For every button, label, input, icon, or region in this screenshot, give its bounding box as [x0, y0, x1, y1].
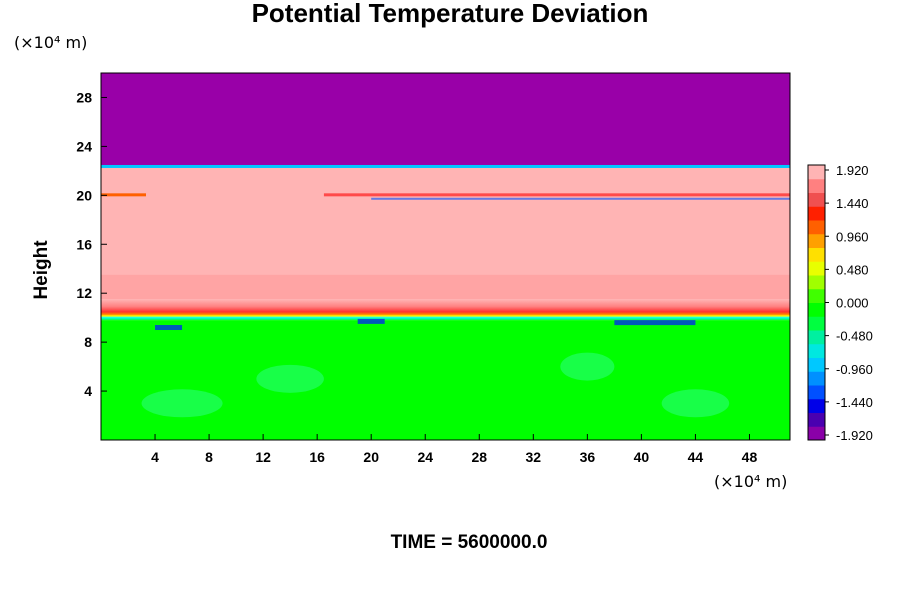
colorbar-swatch [808, 357, 825, 372]
colorbar-swatch [808, 316, 825, 331]
region-tropopause-gradient [101, 299, 790, 321]
region-stratosphere-warm [101, 165, 790, 300]
colorbar-swatch [808, 426, 825, 441]
cold-patch [357, 318, 385, 324]
colorbar-swatch [808, 398, 825, 413]
plot-frame [100, 72, 791, 441]
y-tick-label: 16 [76, 236, 92, 252]
y-tick-label: 24 [76, 138, 92, 154]
colorbar-swatch [808, 247, 825, 262]
y-ticks: 4 8 12 16 20 24 28 [76, 89, 107, 399]
x-tick-label: 40 [634, 449, 650, 465]
plot-area [100, 72, 791, 441]
colorbar-swatch [808, 412, 825, 427]
colorbar-swatch [808, 288, 825, 303]
colorbar-tick-label: 0.960 [836, 229, 869, 244]
streak-right-blue [371, 197, 790, 200]
tropo-blob [661, 389, 730, 418]
colorbar-tick-label: -1.440 [836, 395, 873, 410]
x-tick-label: 20 [363, 449, 379, 465]
x-axis-unit: (×10⁴ m) [714, 472, 788, 491]
x-tick-label: 24 [417, 449, 433, 465]
x-tick-label: 28 [471, 449, 487, 465]
x-tick-label: 48 [742, 449, 758, 465]
cold-patch [614, 320, 696, 326]
warm-haze [101, 274, 790, 300]
tropo-blob [256, 364, 324, 393]
time-label: TIME = 5600000.0 [390, 532, 548, 553]
chart-title: Potential Temperature Deviation [251, 0, 649, 28]
colorbar-swatch [808, 371, 825, 386]
x-ticks: 4 8 12 16 20 24 28 32 36 40 44 48 [151, 434, 757, 465]
cold-patch [155, 325, 183, 331]
colorbar-swatch [808, 385, 825, 400]
y-axis-unit: (×10⁴ m) [14, 33, 88, 52]
colorbar-tick-label: 0.480 [836, 262, 869, 277]
x-tick-label: 8 [205, 449, 213, 465]
colorbar-swatch [808, 192, 825, 207]
y-tick-label: 20 [76, 187, 92, 203]
y-tick-label: 4 [84, 383, 92, 399]
streak-right [323, 193, 790, 197]
y-tick-label: 12 [76, 285, 92, 301]
tropo-blob [141, 389, 223, 418]
colorbar-tick-label: 0.000 [836, 296, 869, 311]
boundary-streak [101, 164, 790, 168]
colorbar-swatch [808, 261, 825, 276]
colorbar-tick-label: 1.440 [836, 196, 869, 211]
tropo-blob [560, 352, 615, 381]
region-upper-layer [101, 73, 790, 166]
colorbar-swatch [808, 206, 825, 221]
colorbar-tick-label: -0.480 [836, 329, 873, 344]
colorbar: 1.920 1.440 0.960 0.480 0.000 -0.480 -0.960 -1.… [807, 163, 873, 443]
colorbar-swatch [808, 178, 825, 193]
colorbar-swatch [808, 343, 825, 358]
colorbar-swatch [808, 220, 825, 235]
x-tick-label: 36 [580, 449, 596, 465]
x-tick-label: 32 [526, 449, 542, 465]
y-tick-label: 8 [84, 334, 92, 350]
colorbar-tick-label: -1.920 [836, 428, 873, 443]
region-troposphere [101, 320, 790, 440]
x-tick-label: 44 [688, 449, 704, 465]
colorbar-swatch [808, 165, 825, 180]
colorbar-tick-label: 1.920 [836, 163, 869, 178]
colorbar-tick-label: -0.960 [836, 362, 873, 377]
colorbar-swatch [808, 330, 825, 345]
colorbar-swatch [808, 233, 825, 248]
x-tick-label: 4 [151, 449, 159, 465]
y-tick-label: 28 [76, 89, 92, 105]
colorbar-swatch [808, 302, 825, 317]
x-tick-label: 16 [309, 449, 325, 465]
colorbar-swatch [808, 275, 825, 290]
x-tick-label: 12 [255, 449, 271, 465]
streak-left [101, 193, 146, 197]
